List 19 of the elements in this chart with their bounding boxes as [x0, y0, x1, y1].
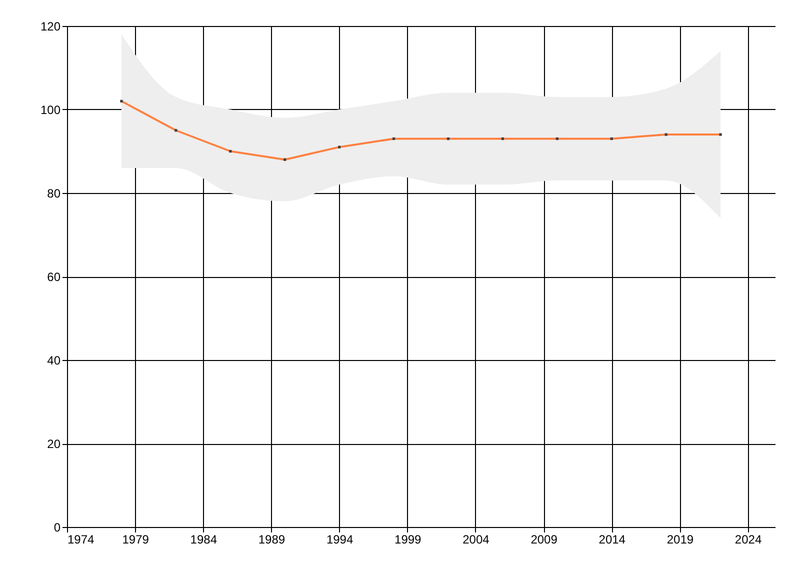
x-tick-label: 2024: [734, 532, 762, 546]
x-tick-label: 2019: [666, 532, 694, 546]
x-tick-label: 2009: [530, 532, 558, 546]
x-tick-label: 1984: [190, 532, 218, 546]
x-tick-label: 2014: [598, 532, 626, 546]
x-tick-label: 1994: [326, 532, 354, 546]
line-series: [120, 100, 722, 161]
y-tick-label: 80: [47, 186, 61, 200]
y-tick-label: 120: [40, 20, 61, 34]
x-tick-label: 1999: [394, 532, 422, 546]
x-tick-label: 1979: [122, 532, 150, 546]
y-tick-label: 40: [47, 354, 61, 368]
y-tick-label: 100: [40, 103, 61, 117]
x-tick-label: 2004: [462, 532, 490, 546]
x-tick-label: 1974: [68, 532, 95, 546]
x-tick-label: 1989: [258, 532, 286, 546]
y-tick-label: 0: [54, 520, 61, 534]
y-tick-label: 20: [47, 437, 61, 451]
y-tick-label: 60: [47, 270, 61, 284]
